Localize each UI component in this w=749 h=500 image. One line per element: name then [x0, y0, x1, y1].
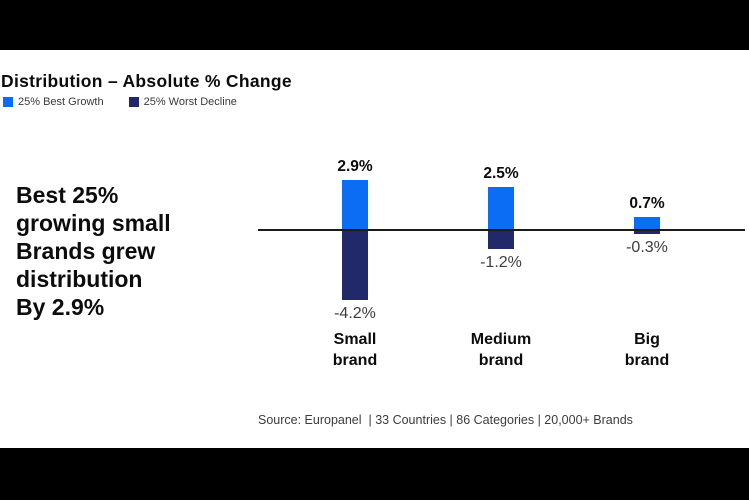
bar-best-growth-small-brand — [342, 180, 368, 229]
value-label-negative-big-brand: -0.3% — [626, 239, 668, 257]
legend-item-best-growth: 25% Best Growth — [3, 96, 104, 108]
value-label-negative-medium-brand: -1.2% — [480, 254, 522, 272]
callout-text: Best 25% growing small Brands grew distr… — [16, 182, 171, 320]
category-label-small-brand: Small brand — [332, 331, 378, 369]
bar-best-growth-medium-brand — [488, 187, 514, 229]
legend: 25% Best Growth 25% Worst Decline — [3, 96, 237, 108]
legend-item-worst-decline: 25% Worst Decline — [128, 96, 237, 108]
legend-swatch-worst-decline — [128, 97, 139, 107]
category-label-medium-brand: Medium brand — [470, 331, 532, 369]
value-label-positive-small-brand: 2.9% — [337, 158, 373, 176]
legend-label-best-growth: 25% Best Growth — [18, 96, 104, 108]
value-label-negative-small-brand: -4.2% — [334, 304, 376, 322]
letterbox-top — [0, 0, 749, 50]
value-label-positive-medium-brand: 2.5% — [483, 165, 519, 182]
bar-worst-decline-medium-brand — [488, 229, 514, 250]
chart-title: Distribution – Absolute % Change — [1, 71, 292, 91]
bar-worst-decline-small-brand — [342, 229, 368, 300]
zero-axis-line — [258, 229, 745, 231]
source-note: Source: Europanel | 33 Countries | 86 Ca… — [258, 413, 633, 427]
bar-best-growth-big-brand — [634, 217, 660, 229]
letterbox-bottom — [0, 448, 749, 500]
value-label-positive-big-brand: 0.7% — [629, 195, 665, 213]
content-panel — [0, 50, 749, 448]
bar-worst-decline-big-brand — [634, 229, 660, 235]
legend-label-worst-decline: 25% Worst Decline — [143, 96, 237, 108]
category-label-big-brand: Big brand — [624, 331, 670, 369]
legend-swatch-best-growth — [3, 97, 13, 107]
